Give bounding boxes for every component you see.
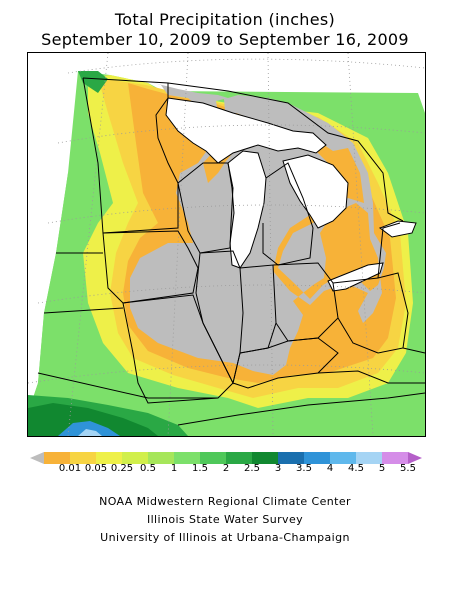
region-nw-2in	[78, 71, 108, 93]
lake-huron	[282, 154, 349, 229]
legend-swatch	[252, 452, 279, 464]
legend-swatches	[30, 452, 422, 464]
region-3in	[28, 403, 158, 436]
map-frame	[27, 52, 426, 437]
legend-label-0.25: 0.25	[110, 463, 134, 474]
legend-swatch	[278, 452, 305, 464]
legend-label-3.5: 3.5	[296, 463, 312, 474]
legend-color-bar	[30, 452, 422, 464]
legend-swatch	[122, 452, 149, 464]
map-date-range: September 10, 2009 to September 16, 2009	[41, 30, 409, 49]
legend-label-0.01: 0.01	[58, 463, 82, 474]
legend-swatch	[96, 452, 123, 464]
legend-swatch	[200, 452, 227, 464]
legend-swatch	[44, 452, 71, 464]
legend-swatch	[226, 452, 253, 464]
legend-label-5.5: 5.5	[400, 463, 416, 474]
region-5in	[78, 429, 102, 436]
precipitation-map	[28, 53, 425, 436]
credit-noaa: NOAA Midwestern Regional Climate Center	[99, 495, 351, 508]
state-boundaries	[37, 77, 425, 426]
credit-uiuc: University of Illinois at Urbana-Champai…	[100, 531, 350, 544]
legend-label-0.05: 0.05	[84, 463, 108, 474]
lake-michigan	[227, 150, 267, 269]
legend-swatch	[70, 452, 97, 464]
lake-ontario	[378, 220, 417, 238]
map-title: Total Precipitation (inches)	[114, 10, 336, 29]
legend-swatch	[382, 452, 409, 464]
credit-isws: Illinois State Water Survey	[146, 513, 304, 526]
legend-swatch	[148, 452, 175, 464]
lake-erie	[327, 262, 384, 292]
legend-label-2.5: 2.5	[244, 463, 260, 474]
legend-swatch	[174, 452, 201, 464]
graticule	[28, 53, 425, 436]
legend-arrow-min	[30, 452, 44, 464]
legend-swatch	[356, 452, 383, 464]
legend-label-3: 3	[274, 463, 282, 474]
lake-superior	[165, 97, 327, 164]
legend-labels: 0.01 0.05 0.25 0.5 1 1.5 2 2.5 3 3.5 4 4…	[0, 463, 450, 479]
legend-label-4.5: 4.5	[348, 463, 364, 474]
legend-label-2: 2	[222, 463, 230, 474]
legend-label-0.5: 0.5	[140, 463, 156, 474]
legend-swatch	[304, 452, 331, 464]
legend-swatch	[330, 452, 357, 464]
legend-label-5: 5	[378, 463, 386, 474]
legend-arrow-max	[408, 452, 422, 464]
region-4in	[58, 421, 120, 436]
legend-label-1: 1	[170, 463, 178, 474]
legend-label-1.5: 1.5	[192, 463, 208, 474]
legend-label-4: 4	[326, 463, 334, 474]
